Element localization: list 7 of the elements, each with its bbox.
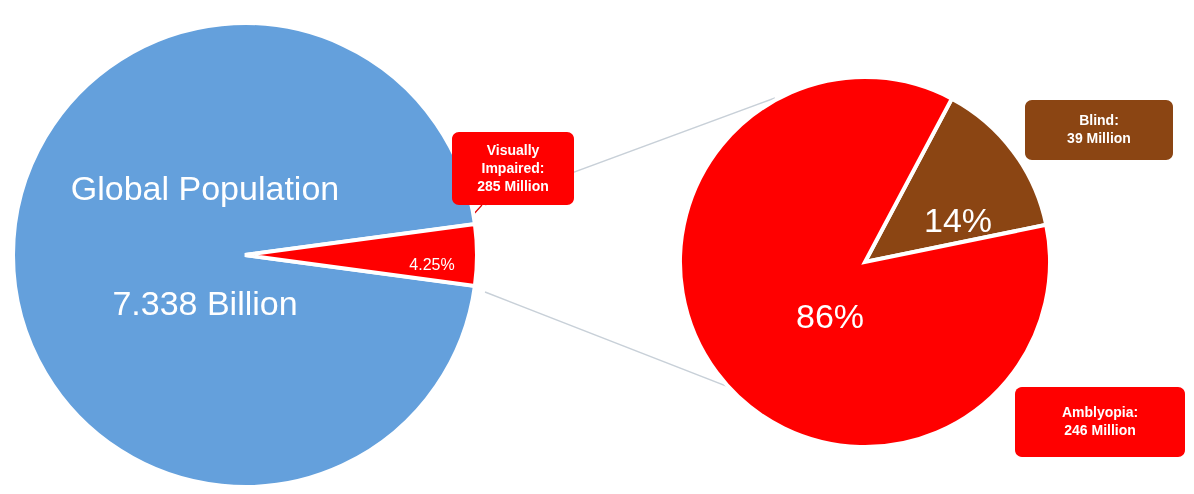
data-label: 4.25% [409, 256, 455, 273]
slice-label: Visually Impaired: 285 Million [477, 141, 549, 194]
data-label: 86% [795, 297, 865, 335]
slice-label: Amblyopia: 246 Million [1061, 404, 1139, 438]
data-label: 14% [923, 201, 993, 239]
category-label: Global Population 7.338 Billion [70, 169, 340, 322]
slice-label: Blind: 39 Million [1067, 112, 1131, 146]
